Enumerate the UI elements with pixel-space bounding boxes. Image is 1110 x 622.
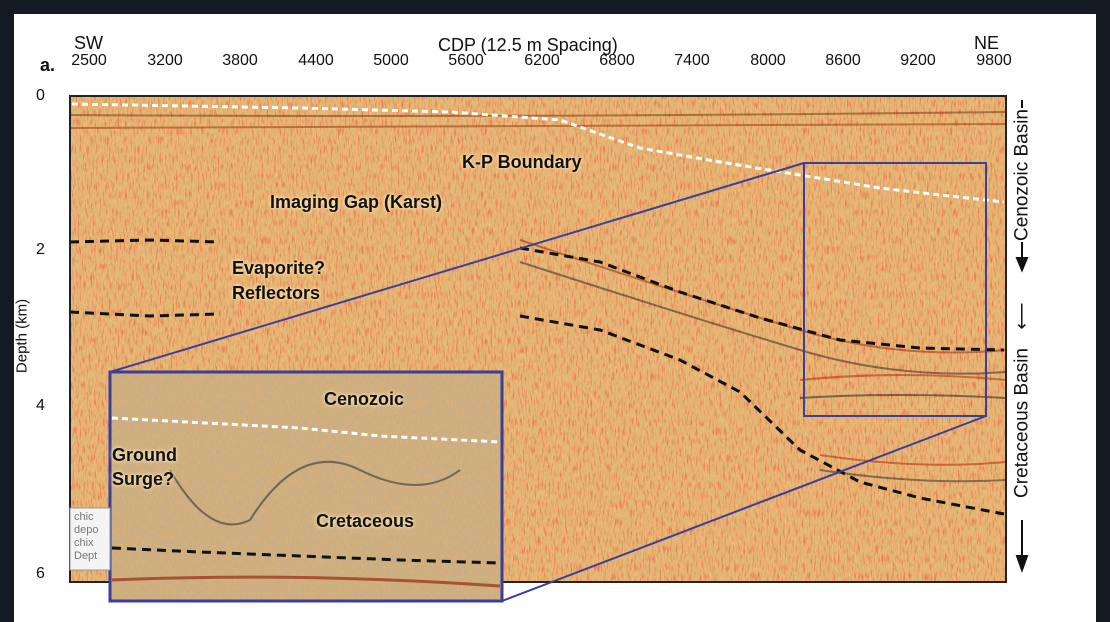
cdp-tick: 7400: [674, 52, 710, 69]
ground-surge-label-line2: Surge?: [112, 469, 175, 489]
depth-tick: 4: [36, 397, 45, 414]
cdp-tick: 3200: [147, 52, 183, 69]
cdp-tick: 8600: [825, 52, 861, 69]
ne-direction-label: NE: [974, 33, 1000, 53]
ground-surge-label-line1: Ground: [112, 445, 177, 465]
legend-fragment-box: [69, 507, 111, 571]
evaporite-label-line1: Evaporite?: [232, 258, 326, 278]
depth-tick: 0: [36, 87, 45, 104]
cdp-axis-title: CDP (12.5 m Spacing): [438, 35, 618, 55]
depth-axis-title: Depth (km): [13, 298, 31, 374]
cenozoic-inset-label: Cenozoic: [324, 389, 405, 409]
sw-direction-label: SW: [74, 33, 103, 53]
imaging-gap-label: Imaging Gap (Karst): [270, 192, 443, 212]
depth-tick: 6: [36, 565, 45, 582]
depth-tick: 2: [36, 241, 45, 258]
evaporite-label-line2: Reflectors: [232, 283, 321, 303]
panel-label: a.: [40, 55, 56, 75]
zoom-connector-bottom: [501, 415, 987, 602]
cdp-tick: 5600: [448, 52, 484, 69]
inset-panel: [108, 370, 504, 603]
legend-fragment-text: Dept: [74, 550, 98, 562]
cdp-tick: 6800: [599, 52, 635, 69]
cdp-tick: 9800: [976, 52, 1012, 69]
cdp-tick: 2500: [71, 52, 107, 69]
cdp-tick: 8000: [750, 52, 786, 69]
cdp-tick: 3800: [222, 52, 258, 69]
cdp-tick: 6200: [524, 52, 560, 69]
zoom-source-box: [803, 162, 987, 417]
section-border: [69, 95, 1007, 583]
cdp-tick: 4400: [298, 52, 334, 69]
cenozoic-basin-label: Cenozoic Basin: [1011, 108, 1033, 242]
seismic-section: [70, 96, 1006, 582]
horizon-lines: [69, 238, 1005, 516]
zoom-connector-top: [109, 162, 805, 373]
right-axis-arrows: [1015, 100, 1029, 573]
legend-fragment-text: depo: [74, 524, 99, 536]
legend-fragment-text: chic: [74, 511, 94, 523]
cretaceous-inset-label: Cretaceous: [316, 511, 415, 531]
cdp-tick: 5000: [373, 52, 409, 69]
basin-arrow-glyph: ⟵: [1011, 302, 1033, 330]
kp-boundary-label: K-P Boundary: [462, 152, 582, 172]
cdp-tick: 9200: [900, 52, 936, 69]
kp-boundary-line: [71, 102, 1005, 204]
legend-fragment-text: chix: [74, 537, 94, 549]
cretaceous-basin-label: Cretaceous Basin: [1011, 348, 1033, 498]
